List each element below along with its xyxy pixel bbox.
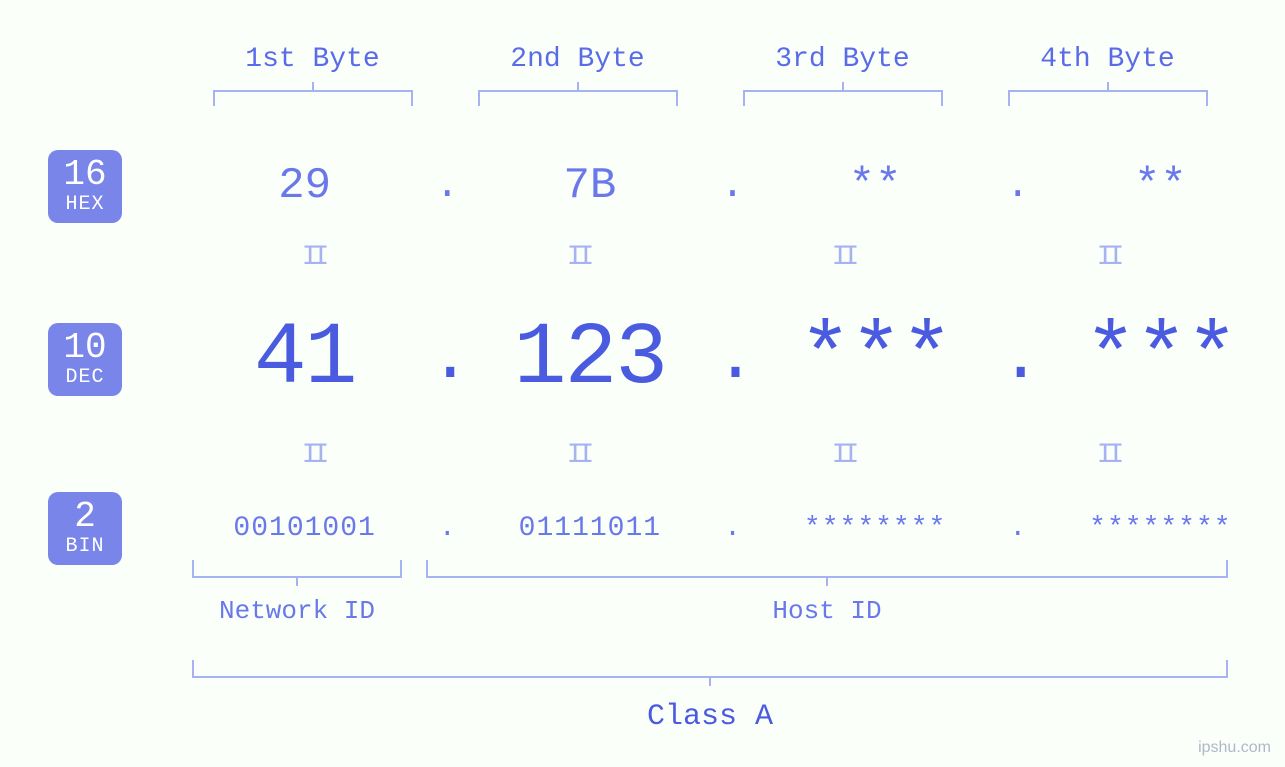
dec-badge-wrap: 10 DEC	[0, 323, 180, 396]
equals-row-2: II II II II	[180, 440, 1240, 471]
dec-badge: 10 DEC	[48, 323, 122, 396]
bin-badge: 2 BIN	[48, 492, 122, 565]
hex-byte-2: 7B	[465, 161, 714, 211]
hex-sep-3: .	[1000, 164, 1036, 209]
dec-values: 41 . 123 . *** . ***	[180, 310, 1285, 409]
host-bracket	[426, 560, 1228, 578]
dec-row: 10 DEC 41 . 123 . *** . ***	[0, 310, 1285, 409]
bin-row: 2 BIN 00101001 . 01111011 . ******** . *…	[0, 492, 1285, 565]
host-id-label: Host ID	[426, 596, 1228, 626]
byte-header-4: 4th Byte	[975, 44, 1240, 75]
top-brackets	[180, 90, 1240, 106]
dec-byte-2: 123	[465, 310, 714, 409]
bin-values: 00101001 . 01111011 . ******** . *******…	[180, 513, 1285, 544]
bin-byte-1: 00101001	[180, 513, 429, 544]
class-bracket	[192, 660, 1228, 678]
bracket-top-1	[180, 90, 445, 106]
hex-badge-label: HEX	[62, 194, 108, 215]
bracket-top-2	[445, 90, 710, 106]
hex-badge-wrap: 16 HEX	[0, 150, 180, 223]
bracket-top-3	[710, 90, 975, 106]
byte-header-2: 2nd Byte	[445, 44, 710, 75]
hex-badge: 16 HEX	[48, 150, 122, 223]
dec-byte-3: ***	[751, 310, 1000, 409]
hex-sep-2: .	[715, 164, 751, 209]
hex-byte-3: **	[751, 161, 1000, 211]
hex-values: 29 . 7B . ** . **	[180, 161, 1285, 211]
dec-badge-num: 10	[62, 329, 108, 367]
class-label: Class A	[180, 700, 1240, 734]
equals-1-3: II	[710, 242, 975, 273]
dec-byte-1: 41	[180, 310, 429, 409]
bracket-top-4	[975, 90, 1240, 106]
watermark: ipshu.com	[1198, 739, 1271, 757]
byte-headers-row: 1st Byte 2nd Byte 3rd Byte 4th Byte	[180, 44, 1240, 75]
equals-1-2: II	[445, 242, 710, 273]
equals-2-1: II	[180, 440, 445, 471]
equals-row-1: II II II II	[180, 242, 1240, 273]
bin-byte-2: 01111011	[465, 513, 714, 544]
dec-sep-1: .	[429, 320, 465, 399]
bin-badge-label: BIN	[62, 536, 108, 557]
dec-badge-label: DEC	[62, 367, 108, 388]
equals-1-1: II	[180, 242, 445, 273]
hex-badge-num: 16	[62, 156, 108, 194]
bin-sep-1: .	[429, 513, 465, 544]
hex-byte-4: **	[1036, 161, 1285, 211]
dec-sep-2: .	[715, 320, 751, 399]
equals-2-4: II	[975, 440, 1240, 471]
network-bracket	[192, 560, 402, 578]
network-host-brackets	[180, 560, 1240, 578]
bin-badge-wrap: 2 BIN	[0, 492, 180, 565]
bin-badge-num: 2	[62, 498, 108, 536]
network-id-label: Network ID	[192, 596, 402, 626]
bin-byte-3: ********	[751, 513, 1000, 544]
network-host-labels: Network ID Host ID	[180, 596, 1240, 626]
dec-sep-3: .	[1000, 320, 1036, 399]
byte-header-1: 1st Byte	[180, 44, 445, 75]
hex-row: 16 HEX 29 . 7B . ** . **	[0, 150, 1285, 223]
equals-1-4: II	[975, 242, 1240, 273]
bin-sep-3: .	[1000, 513, 1036, 544]
equals-2-2: II	[445, 440, 710, 471]
equals-2-3: II	[710, 440, 975, 471]
byte-header-3: 3rd Byte	[710, 44, 975, 75]
hex-byte-1: 29	[180, 161, 429, 211]
bin-byte-4: ********	[1036, 513, 1285, 544]
hex-sep-1: .	[429, 164, 465, 209]
dec-byte-4: ***	[1036, 310, 1285, 409]
bin-sep-2: .	[715, 513, 751, 544]
